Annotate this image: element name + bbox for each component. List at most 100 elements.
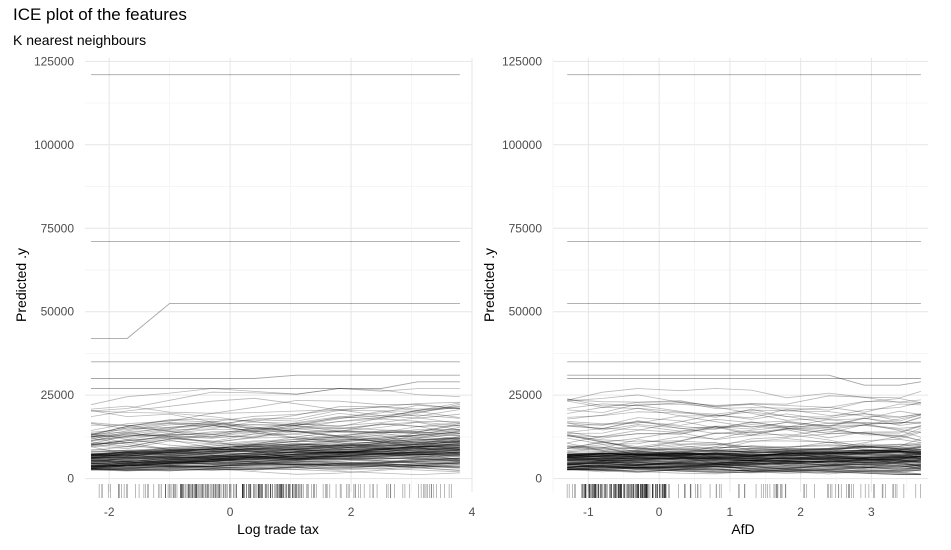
ice-curves bbox=[567, 388, 922, 476]
ice-curve bbox=[567, 457, 921, 463]
y-tick-label: 0 bbox=[535, 472, 542, 486]
ice-curve bbox=[90, 459, 460, 468]
ice-curve bbox=[90, 451, 460, 459]
ice-curve bbox=[90, 444, 460, 456]
chart-title: ICE plot of the features bbox=[13, 5, 187, 24]
ice-curve bbox=[567, 448, 921, 454]
ice-curve bbox=[90, 388, 460, 406]
ice-curve bbox=[567, 455, 921, 468]
y-axis-title: Predicted .y bbox=[481, 248, 497, 322]
ice-curve bbox=[90, 448, 460, 458]
ice-curve bbox=[567, 451, 921, 469]
ice-curve bbox=[567, 435, 921, 451]
ice-curve bbox=[90, 441, 460, 453]
ice-curve bbox=[91, 461, 460, 467]
ice-curve bbox=[567, 391, 922, 408]
ice-curve bbox=[567, 463, 921, 471]
ice-curve bbox=[567, 449, 921, 459]
ice-curve bbox=[567, 450, 921, 460]
ice-curve bbox=[567, 453, 921, 460]
ice-curve bbox=[90, 430, 460, 455]
ice-curve bbox=[567, 414, 921, 435]
ice-curve bbox=[90, 453, 460, 469]
ice-curve bbox=[90, 446, 460, 460]
ice-curve bbox=[567, 398, 921, 418]
ice-curve bbox=[91, 374, 460, 379]
ice-curve bbox=[90, 432, 460, 458]
ice-curve bbox=[567, 459, 921, 465]
ice-curve bbox=[567, 425, 922, 454]
ice-curve bbox=[567, 465, 921, 474]
ice-curve bbox=[567, 417, 921, 429]
ice-curve bbox=[90, 417, 460, 430]
ice-curve bbox=[567, 465, 921, 476]
ice-curve bbox=[567, 457, 921, 468]
ice-curve bbox=[90, 453, 460, 463]
ice-curve bbox=[90, 443, 460, 453]
y-tick-label: 25000 bbox=[509, 388, 543, 402]
ice-curve bbox=[90, 456, 460, 465]
ice-curve bbox=[90, 438, 460, 457]
ice-curve bbox=[567, 445, 921, 456]
ice-curve bbox=[90, 442, 460, 464]
ice-curve bbox=[90, 454, 460, 461]
ice-curve bbox=[90, 424, 460, 450]
ice-curve bbox=[567, 447, 921, 472]
ice-curve bbox=[90, 464, 460, 471]
ice-curve bbox=[90, 453, 460, 464]
x-tick-label: 0 bbox=[656, 505, 663, 519]
ice-curve bbox=[90, 426, 460, 455]
ice-curve bbox=[567, 403, 921, 418]
y-tick-label: 125000 bbox=[34, 54, 74, 68]
ice-curve bbox=[567, 465, 921, 475]
ice-curve bbox=[567, 457, 921, 463]
ice-curve bbox=[90, 449, 460, 466]
y-tick-label: 50000 bbox=[41, 305, 75, 319]
ice-curve bbox=[90, 445, 460, 464]
ice-curve bbox=[90, 436, 460, 457]
ice-curve bbox=[90, 443, 460, 462]
ice-curve bbox=[90, 463, 460, 470]
ice-curve bbox=[567, 449, 921, 458]
ice-curve bbox=[567, 451, 921, 459]
y-tick-label: 0 bbox=[67, 472, 74, 486]
ice-curve bbox=[90, 406, 460, 424]
ice-curve bbox=[90, 438, 460, 461]
x-tick-label: 2 bbox=[797, 505, 804, 519]
ice-curve bbox=[90, 424, 460, 440]
ice-curve bbox=[90, 430, 460, 438]
ice-curve bbox=[90, 458, 460, 463]
ice-curve bbox=[90, 436, 460, 463]
ice-curve bbox=[90, 455, 460, 460]
ice-curve bbox=[90, 452, 460, 467]
ice-curve bbox=[567, 469, 921, 475]
ice-curve bbox=[90, 436, 460, 459]
ice-curve bbox=[90, 451, 460, 458]
ice-curve bbox=[90, 423, 460, 445]
ice-curve bbox=[567, 466, 921, 472]
ice-curve bbox=[567, 433, 922, 452]
ice-curve bbox=[90, 431, 460, 451]
ice-curve bbox=[90, 462, 460, 471]
ice-curve bbox=[90, 405, 460, 438]
ice-curve bbox=[90, 448, 460, 459]
ice-curve bbox=[567, 461, 921, 467]
ice-curve bbox=[90, 440, 460, 456]
ice-curve bbox=[567, 458, 921, 464]
ice-curve bbox=[567, 454, 921, 469]
ice-curve bbox=[567, 451, 921, 464]
rug bbox=[566, 484, 921, 498]
ice-curve bbox=[567, 446, 921, 461]
ice-curve bbox=[567, 453, 921, 460]
ice-curve bbox=[91, 381, 460, 389]
ice-curve bbox=[90, 423, 460, 445]
ice-curve bbox=[567, 454, 921, 466]
x-axis-title: Log trade tax bbox=[237, 521, 319, 537]
ice-curve bbox=[567, 465, 921, 472]
ice-curve bbox=[90, 451, 460, 459]
ice-curve bbox=[567, 443, 921, 455]
ice-curve bbox=[567, 453, 921, 460]
grid bbox=[85, 58, 473, 492]
ice-curve bbox=[90, 446, 460, 456]
ice-curve bbox=[90, 418, 460, 442]
